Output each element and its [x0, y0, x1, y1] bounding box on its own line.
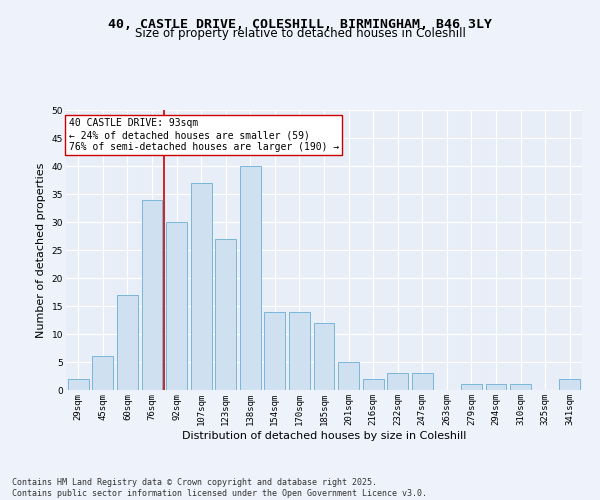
- Y-axis label: Number of detached properties: Number of detached properties: [36, 162, 46, 338]
- Bar: [289, 312, 310, 390]
- Bar: [510, 384, 531, 390]
- Text: Contains HM Land Registry data © Crown copyright and database right 2025.
Contai: Contains HM Land Registry data © Crown c…: [12, 478, 427, 498]
- Bar: [461, 384, 482, 390]
- X-axis label: Distribution of detached houses by size in Coleshill: Distribution of detached houses by size …: [182, 430, 466, 440]
- Bar: [362, 379, 383, 390]
- Bar: [191, 183, 212, 390]
- Bar: [338, 362, 359, 390]
- Bar: [166, 222, 187, 390]
- Bar: [142, 200, 163, 390]
- Bar: [559, 379, 580, 390]
- Bar: [265, 312, 286, 390]
- Text: 40 CASTLE DRIVE: 93sqm
← 24% of detached houses are smaller (59)
76% of semi-det: 40 CASTLE DRIVE: 93sqm ← 24% of detached…: [68, 118, 339, 152]
- Bar: [387, 373, 408, 390]
- Text: Size of property relative to detached houses in Coleshill: Size of property relative to detached ho…: [134, 28, 466, 40]
- Bar: [240, 166, 261, 390]
- Bar: [117, 295, 138, 390]
- Bar: [68, 379, 89, 390]
- Bar: [92, 356, 113, 390]
- Bar: [485, 384, 506, 390]
- Bar: [412, 373, 433, 390]
- Text: 40, CASTLE DRIVE, COLESHILL, BIRMINGHAM, B46 3LY: 40, CASTLE DRIVE, COLESHILL, BIRMINGHAM,…: [108, 18, 492, 30]
- Bar: [314, 323, 334, 390]
- Bar: [215, 239, 236, 390]
